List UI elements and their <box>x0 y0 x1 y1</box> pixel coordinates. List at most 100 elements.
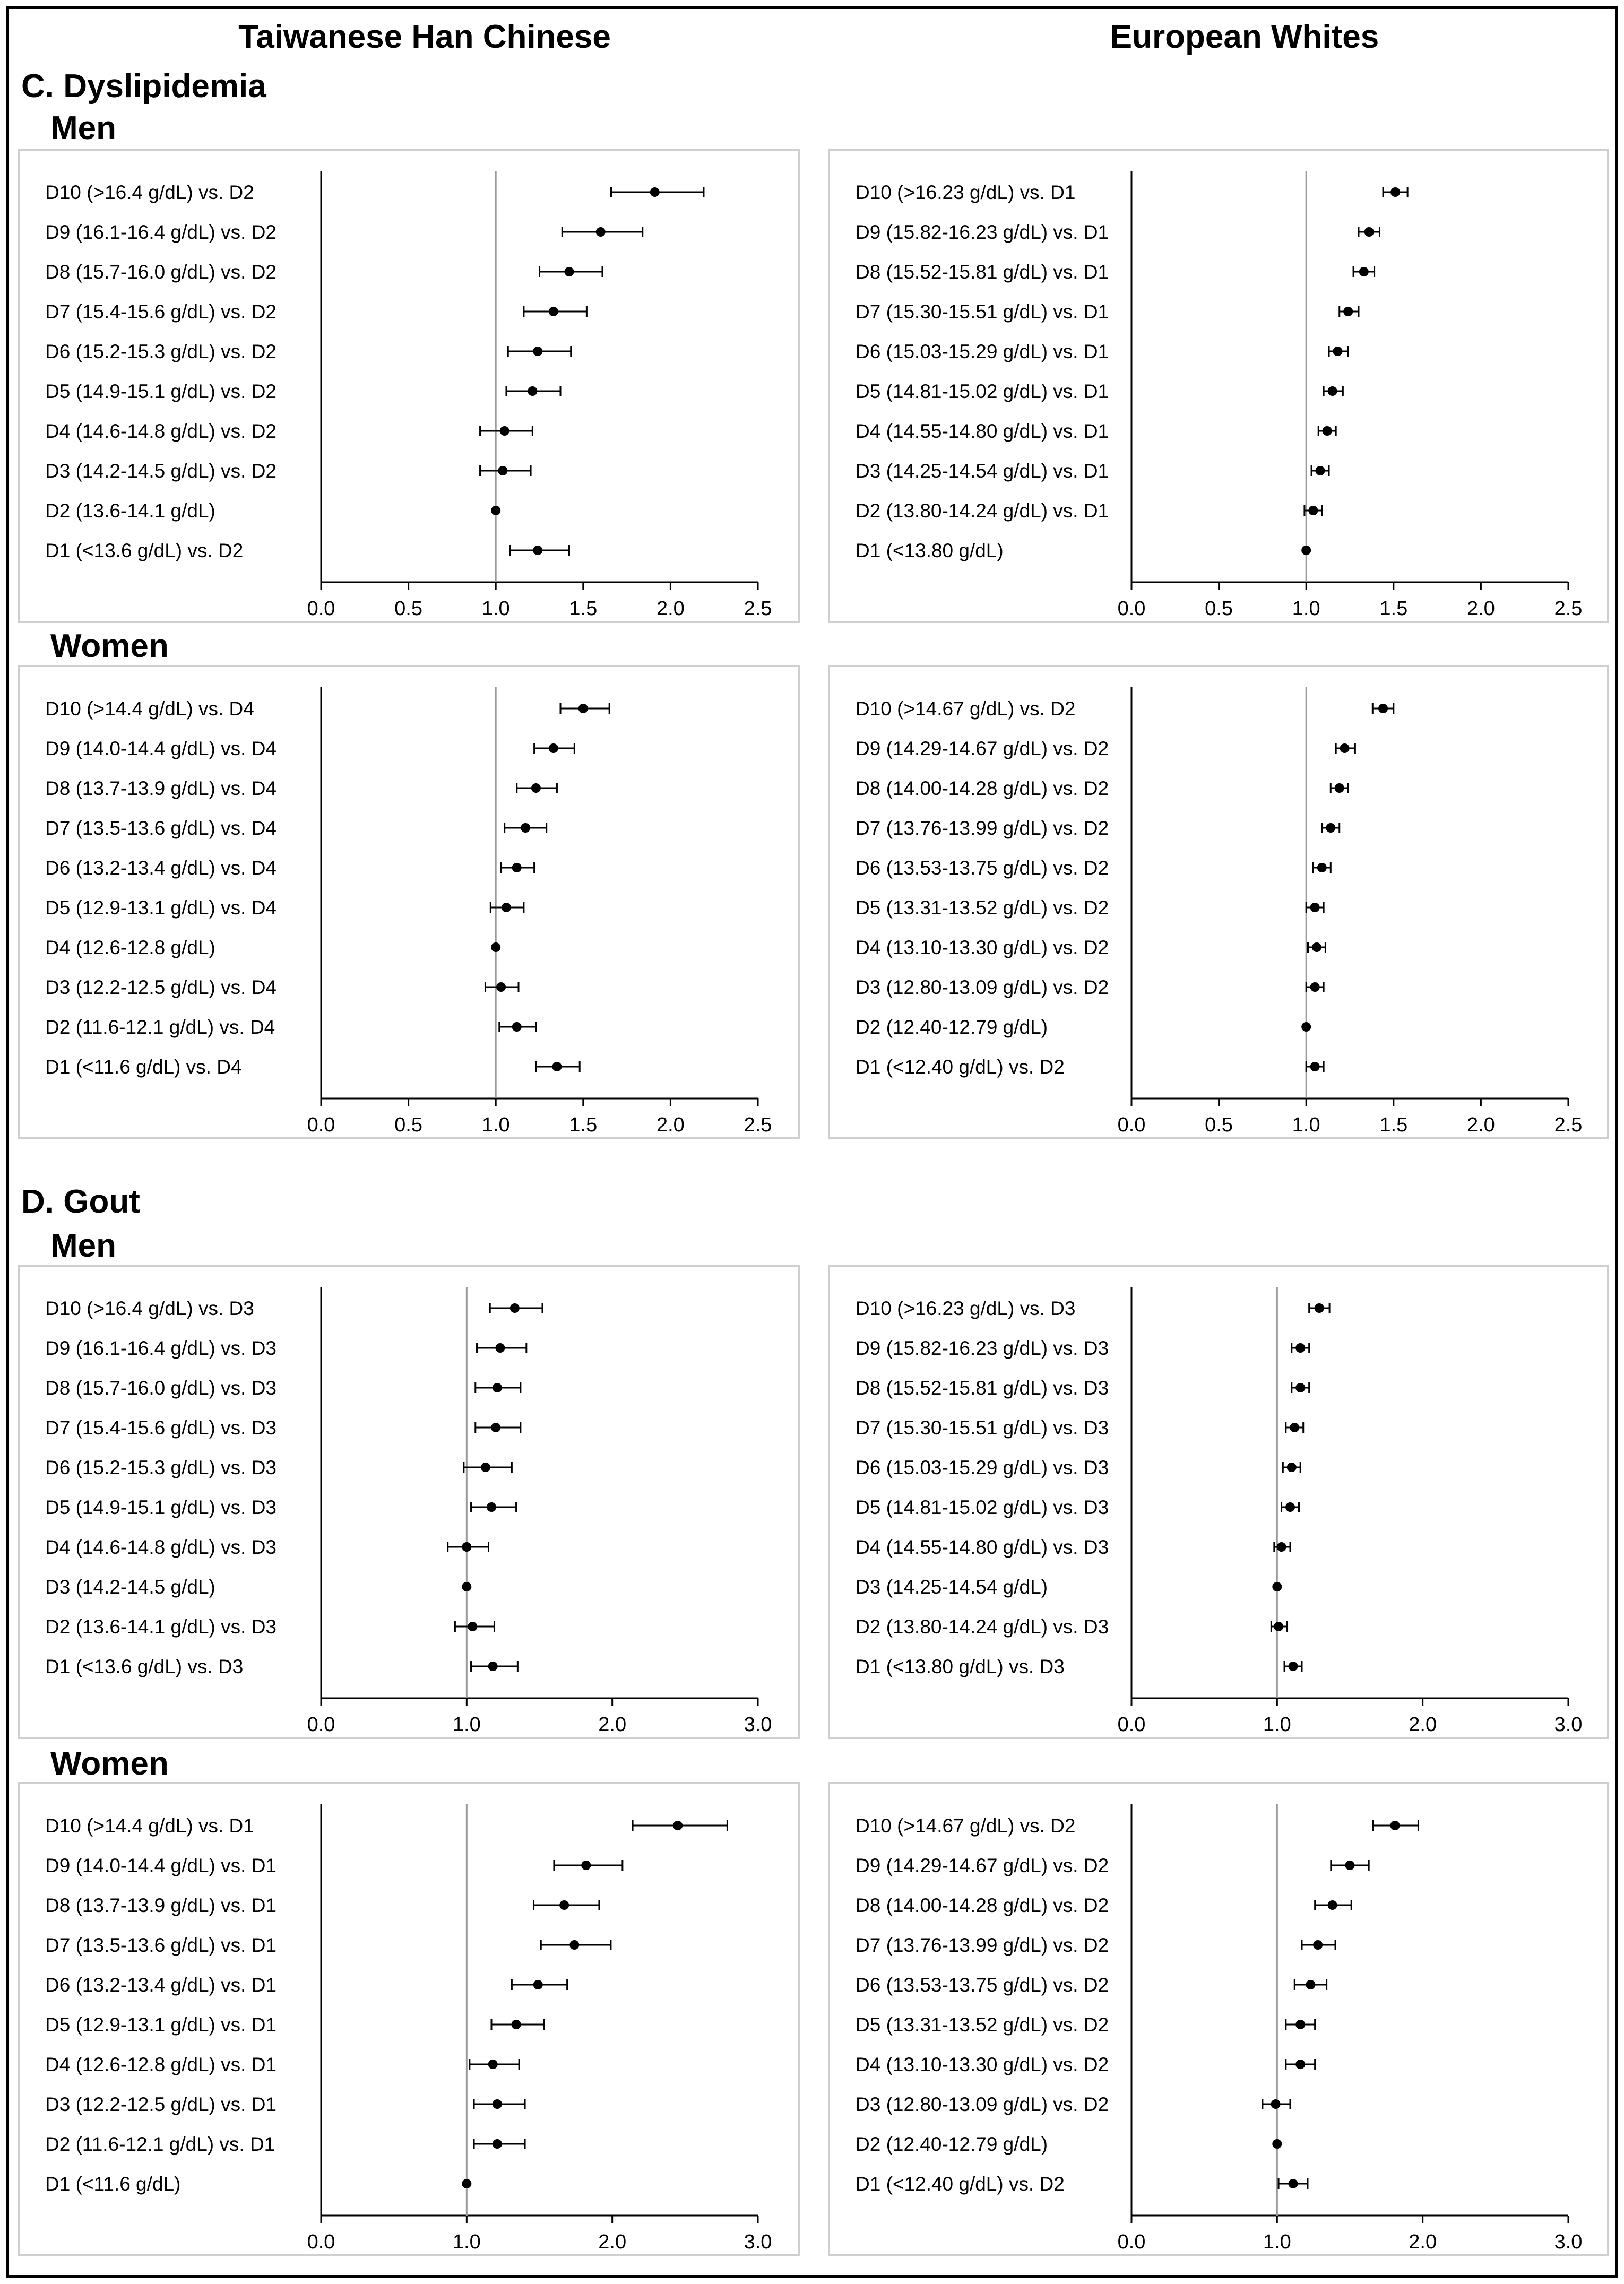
point-estimate <box>512 1022 522 1032</box>
row-label: D9 (16.1-16.4 g/dL) vs. D3 <box>45 1337 277 1359</box>
panel-frame <box>828 149 1609 623</box>
x-tick-label: 0.0 <box>1118 2231 1146 2253</box>
point-estimate <box>521 823 531 833</box>
row-label: D10 (>14.4 g/dL) vs. D4 <box>45 698 254 720</box>
row-label: D2 (13.80-14.24 g/dL) vs. D3 <box>856 1616 1109 1638</box>
point-estimate <box>495 1343 505 1353</box>
x-tick-label: 0.0 <box>307 2231 335 2253</box>
row-label: D1 (<13.6 g/dL) vs. D3 <box>45 1656 243 1677</box>
row-label: D4 (13.10-13.30 g/dL) vs. D2 <box>856 937 1109 958</box>
point-estimate <box>1333 347 1343 356</box>
row-label: D3 (12.2-12.5 g/dL) vs. D4 <box>45 976 277 998</box>
point-estimate <box>595 227 606 237</box>
row-label: D8 (14.00-14.28 g/dL) vs. D2 <box>856 1894 1109 1916</box>
x-tick-label: 1.0 <box>482 1114 510 1136</box>
point-estimate <box>1313 1940 1323 1950</box>
row-label: D4 (14.6-14.8 g/dL) vs. D3 <box>45 1536 277 1558</box>
row-label: D3 (12.80-13.09 g/dL) vs. D2 <box>856 2093 1109 2115</box>
row-label: D7 (13.76-13.99 g/dL) vs. D2 <box>856 817 1109 839</box>
point-estimate <box>1334 783 1344 793</box>
row-label: D7 (15.4-15.6 g/dL) vs. D3 <box>45 1417 277 1439</box>
x-tick-label: 2.0 <box>656 598 685 620</box>
x-tick-label: 3.0 <box>1554 2231 1583 2253</box>
row-label: D6 (15.2-15.3 g/dL) vs. D2 <box>45 341 277 362</box>
row-label: D4 (12.6-12.8 g/dL) vs. D1 <box>45 2054 277 2075</box>
x-tick-label: 0.0 <box>307 1114 335 1136</box>
point-estimate <box>498 466 508 475</box>
section-title-dyslipidemia: C. Dyslipidemia <box>21 68 266 105</box>
panel-frame <box>18 1782 800 2256</box>
group-title-dyslipidemia-men: Men <box>50 110 116 146</box>
row-label: D10 (>16.23 g/dL) vs. D3 <box>856 1297 1075 1319</box>
group-title-gout-men: Men <box>50 1227 116 1264</box>
x-tick-label: 3.0 <box>744 2231 772 2253</box>
row-label: D2 (12.40-12.79 g/dL) <box>856 2133 1048 2155</box>
x-tick-label: 3.0 <box>1554 1714 1583 1736</box>
x-tick-label: 0.0 <box>307 598 335 620</box>
row-label: D8 (15.7-16.0 g/dL) vs. D2 <box>45 261 277 283</box>
point-estimate <box>1286 1463 1297 1472</box>
row-label: D3 (14.25-14.54 g/dL) vs. D1 <box>856 460 1109 482</box>
point-estimate <box>512 863 522 872</box>
point-estimate <box>673 1821 683 1830</box>
reference-point <box>462 2179 472 2188</box>
panel-frame <box>828 1265 1609 1739</box>
reference-point <box>462 1582 472 1591</box>
x-tick-label: 2.5 <box>744 598 772 620</box>
point-estimate <box>1274 1622 1284 1631</box>
x-tick-label: 1.0 <box>482 598 510 620</box>
point-estimate <box>499 426 509 436</box>
x-tick-label: 0.0 <box>1118 1714 1146 1736</box>
point-estimate <box>491 1423 501 1432</box>
x-tick-label: 0.0 <box>307 1714 335 1736</box>
point-estimate <box>1345 1861 1355 1870</box>
panel-1: 0.0 0.5 1.0 1.5 2.0 2.5 D10 (>16.23 g/dL) vs. … <box>828 149 1609 623</box>
row-label: D4 (14.6-14.8 g/dL) vs. D2 <box>45 420 277 442</box>
point-estimate <box>564 267 574 276</box>
point-estimate <box>548 743 558 753</box>
point-estimate <box>1288 1662 1298 1671</box>
point-estimate <box>1327 386 1337 396</box>
row-label: D10 (>14.67 g/dL) vs. D2 <box>856 1815 1075 1837</box>
point-estimate <box>569 1940 580 1950</box>
point-estimate <box>496 982 506 992</box>
point-estimate <box>1285 1502 1295 1512</box>
row-label: D8 (15.52-15.81 g/dL) vs. D1 <box>856 261 1109 283</box>
row-label: D4 (13.10-13.30 g/dL) vs. D2 <box>856 2054 1109 2075</box>
point-estimate <box>533 1980 543 1989</box>
point-estimate <box>1271 2099 1281 2109</box>
panel-4: 0.0 1.0 2.0 3.0 D10 (>16.4 g/dL) vs. D3 D9 (1… <box>18 1265 800 1739</box>
figure-border <box>6 6 1618 2278</box>
panel-frame <box>828 1782 1609 2256</box>
row-label: D7 (15.30-15.51 g/dL) vs. D3 <box>856 1417 1109 1439</box>
point-estimate <box>1290 1423 1300 1432</box>
point-estimate <box>1276 1542 1286 1552</box>
x-tick-label: 1.0 <box>1292 1114 1320 1136</box>
row-label: D5 (13.31-13.52 g/dL) vs. D2 <box>856 897 1109 919</box>
point-estimate <box>511 2020 521 2029</box>
row-label: D10 (>14.4 g/dL) vs. D1 <box>45 1815 254 1837</box>
x-tick-label: 3.0 <box>744 1714 772 1736</box>
column-header-right: European Whites <box>1110 19 1379 55</box>
point-estimate <box>1327 1900 1337 1910</box>
x-tick-label: 1.0 <box>1263 2231 1291 2253</box>
point-estimate <box>650 187 660 197</box>
row-label: D10 (>14.67 g/dL) vs. D2 <box>856 698 1075 720</box>
x-tick-label: 2.0 <box>598 1714 626 1736</box>
panel-frame <box>18 665 800 1139</box>
row-label: D4 (14.55-14.80 g/dL) vs. D3 <box>856 1536 1109 1558</box>
row-label: D5 (12.9-13.1 g/dL) vs. D1 <box>45 2014 277 2036</box>
row-label: D1 (<12.40 g/dL) vs. D2 <box>856 1056 1065 1078</box>
row-label: D9 (14.0-14.4 g/dL) vs. D4 <box>45 738 277 759</box>
row-label: D9 (14.29-14.67 g/dL) vs. D2 <box>856 1855 1109 1876</box>
point-estimate <box>462 1542 472 1552</box>
row-label: D9 (15.82-16.23 g/dL) vs. D1 <box>856 221 1109 243</box>
reference-point <box>491 942 501 952</box>
reference-point <box>491 506 501 515</box>
row-label: D2 (12.40-12.79 g/dL) <box>856 1016 1048 1038</box>
point-estimate <box>1314 1303 1324 1313</box>
row-label: D9 (15.82-16.23 g/dL) vs. D3 <box>856 1337 1109 1359</box>
point-estimate <box>1359 267 1369 276</box>
row-label: D10 (>16.4 g/dL) vs. D2 <box>45 181 254 203</box>
point-estimate <box>1315 466 1325 475</box>
